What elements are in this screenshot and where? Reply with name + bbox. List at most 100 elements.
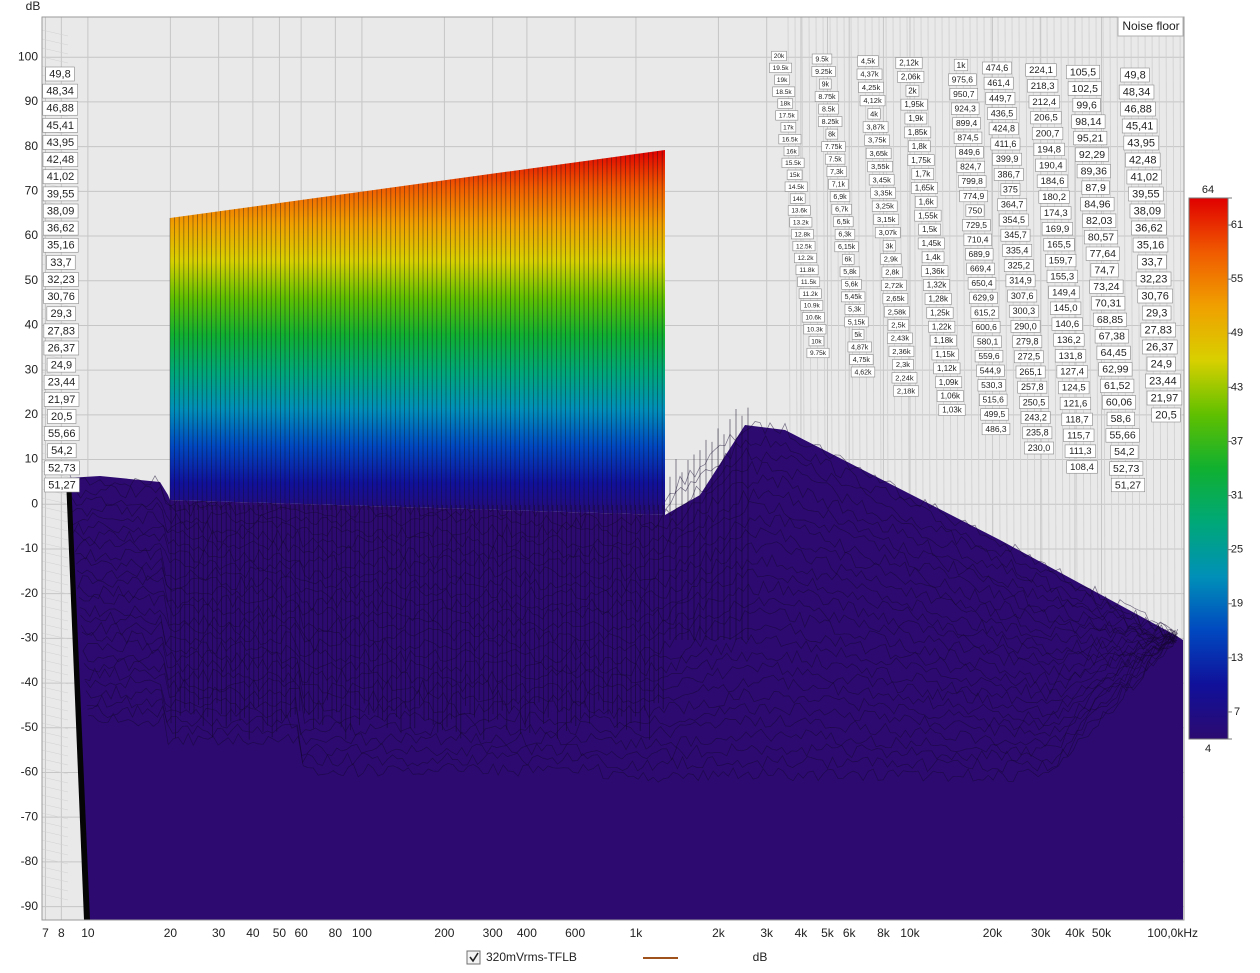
slice-label-box: [1017, 380, 1048, 394]
waterfall-surface: [66, 150, 1183, 920]
wall-line: [41, 533, 69, 541]
slice-label-box: [993, 168, 1024, 181]
slice-label: 265,1: [1019, 367, 1042, 377]
slice-label: 4,75k: [853, 357, 871, 364]
slice-label-box: [981, 422, 1011, 436]
slice-label: 314,9: [1009, 276, 1032, 286]
slice-label: 243,2: [1024, 412, 1047, 422]
slice-label: 46,88: [1124, 103, 1152, 115]
noise-slice: [73, 501, 1175, 640]
slice-label: 411,6: [994, 139, 1016, 149]
slice-label: 2,58k: [888, 307, 907, 316]
slice-label: 15.5k: [785, 160, 802, 167]
slice-label-box: [1030, 111, 1062, 125]
slice-label-box: [46, 306, 76, 322]
slice-label: 3,65k: [869, 149, 888, 158]
slice-label: 290,0: [1014, 321, 1037, 331]
slice-label: 6,3k: [838, 232, 852, 239]
slice-label: 544,9: [980, 366, 1002, 376]
slice-label: 190,4: [1039, 160, 1063, 171]
wall-line: [955, 16, 959, 520]
slice-label-box: [1126, 169, 1163, 185]
noise-slice: [78, 580, 1174, 666]
slice-label-box: [1098, 362, 1133, 377]
slice-label: 375: [1003, 184, 1018, 194]
slice-label: 36,62: [1135, 222, 1163, 234]
slice-label: 36,62: [47, 223, 75, 235]
slice-label: 70,31: [1095, 298, 1121, 310]
slice-label-box: [851, 329, 865, 340]
slice-label-box: [992, 152, 1022, 166]
x-tick-label: 100,0kHz: [1147, 926, 1198, 940]
slice-label-box: [798, 288, 822, 299]
noise-slice: [77, 568, 1179, 661]
slice-label: 4,12k: [863, 96, 882, 105]
slice-label: 4,62k: [854, 369, 872, 376]
slice-label: 580,1: [977, 336, 999, 346]
slice-label: 92,29: [1079, 149, 1105, 161]
slice-label: 169,9: [1046, 224, 1070, 235]
x-tick-label: 2k: [712, 926, 726, 940]
slice-label-box: [900, 98, 928, 111]
slice-label: 55,66: [1109, 430, 1135, 442]
wall-line: [871, 16, 875, 476]
slice-label-box: [808, 336, 825, 347]
slice-label: 300,3: [1013, 306, 1036, 316]
slice-label: 9.75k: [810, 350, 827, 357]
slice-label-box: [1054, 349, 1087, 363]
slice-label-box: [1102, 395, 1137, 410]
slice-label-box: [983, 76, 1014, 90]
slice-label: 23,44: [48, 377, 76, 389]
slice-label: 17k: [783, 124, 794, 131]
wall-line: [41, 857, 69, 865]
slice-label-box: [1003, 259, 1034, 272]
slice-label-box: [1071, 114, 1106, 129]
slice-label: 194,8: [1037, 144, 1061, 155]
slice-label: 80,57: [1088, 231, 1114, 243]
series-checkbox[interactable]: [466, 950, 481, 965]
slice-label-box: [818, 103, 839, 115]
slice-label: 149,4: [1052, 287, 1076, 298]
slice-label: 307,6: [1011, 291, 1034, 301]
slice-label: 155,3: [1050, 271, 1074, 282]
slice-label: 45,41: [46, 120, 74, 132]
x-tick-label: 20: [164, 926, 178, 940]
slice-label-box: [952, 117, 981, 130]
slice-label-box: [1012, 335, 1043, 348]
slice-label: 1k: [957, 60, 967, 70]
slice-label: 559,6: [978, 351, 1000, 361]
slice-label-box: [1043, 238, 1075, 252]
slice-label-box: [1080, 197, 1115, 212]
noise-slice: [82, 641, 1174, 726]
slice-label: 180,2: [1042, 192, 1066, 203]
tone-peaks: [170, 150, 665, 515]
wall-line: [41, 812, 69, 820]
slice-label: 43,95: [1127, 137, 1155, 149]
slice-label-box: [858, 81, 884, 93]
x-tick-label: 3k: [760, 926, 774, 940]
slice-label-box: [928, 320, 956, 333]
slice-label-box: [780, 122, 797, 133]
plot-frame: [41, 16, 1185, 921]
slice-label-box: [43, 220, 79, 236]
wall-line: [41, 866, 69, 874]
slice-label-box: [887, 319, 910, 331]
slice-label-box: [977, 379, 1007, 392]
noise-slice: [71, 460, 1178, 641]
noise-slice: [76, 554, 1178, 655]
slice-label-box: [841, 279, 862, 290]
slice-label-box: [803, 324, 827, 335]
slice-label-box: [1014, 350, 1044, 364]
slice-label-box: [918, 223, 941, 236]
slice-label: 3,87k: [866, 122, 885, 131]
slice-label: 1,4k: [926, 253, 942, 262]
y-tick-label: -80: [21, 854, 39, 868]
slice-label: 206,5: [1034, 113, 1058, 124]
slice-label: 975,6: [952, 74, 974, 84]
slice-label-box: [1041, 222, 1073, 236]
slice-label: 39,55: [47, 188, 75, 200]
slice-label-box: [1128, 186, 1164, 202]
slice-label: 73,24: [1093, 281, 1119, 293]
slice-label-box: [978, 393, 1008, 406]
colorbar-scale: [1188, 197, 1229, 740]
